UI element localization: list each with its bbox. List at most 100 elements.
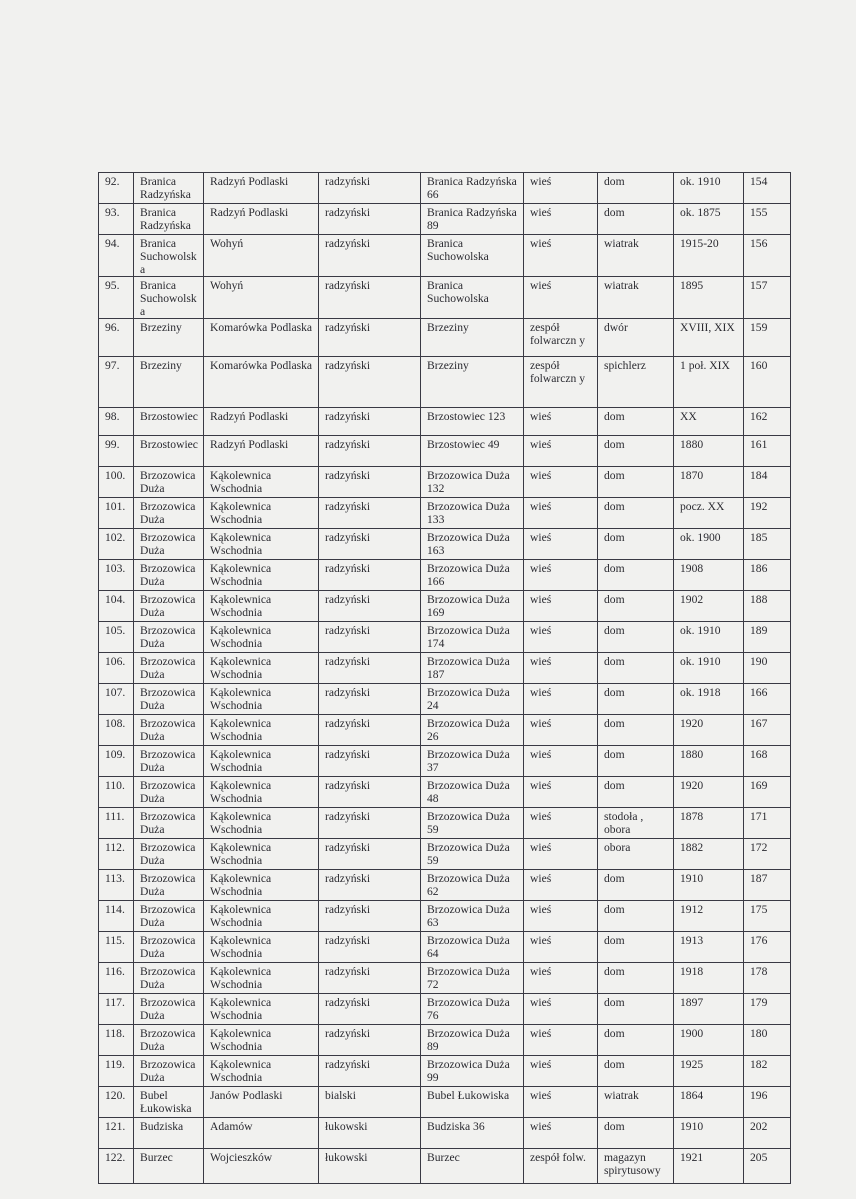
reference-number-cell: 178: [743, 962, 791, 994]
settlement-type-cell: wieś: [523, 745, 598, 777]
gmina-cell: Wohyń: [203, 276, 319, 319]
settlement-type-cell: wieś: [523, 869, 598, 901]
table-row: 118. Brzozowica Duża Kąkolewnica Wschodnia…: [98, 1024, 791, 1056]
address-cell: Brzozowica Duża 37: [420, 745, 524, 777]
table-row: 99. Brzostowiec Radzyń Podlaski radzyński Br…: [98, 435, 791, 467]
powiat-cell: radzyński: [318, 776, 421, 808]
settlement-type-cell: wieś: [523, 172, 598, 204]
object-type-cell: dom: [597, 776, 674, 808]
row-number-cell: 98.: [98, 407, 134, 436]
reference-number-cell: 168: [743, 745, 791, 777]
reference-number-cell: 176: [743, 931, 791, 963]
settlement-type-cell: wieś: [523, 652, 598, 684]
dating-cell: 1915-20: [673, 234, 744, 277]
settlement-type-cell: zespół folwarczn y: [523, 318, 598, 357]
row-number-cell: 113.: [98, 869, 134, 901]
table-row: 92. Branica Radzyńska Radzyń Podlaski radzy…: [98, 172, 791, 204]
gmina-cell: Kąkolewnica Wschodnia: [203, 714, 319, 746]
settlement-type-cell: wieś: [523, 234, 598, 277]
powiat-cell: radzyński: [318, 900, 421, 932]
gmina-cell: Radzyń Podlaski: [203, 407, 319, 436]
address-cell: Brzozowica Duża 63: [420, 900, 524, 932]
settlement-type-cell: wieś: [523, 435, 598, 467]
row-number-cell: 100.: [98, 466, 134, 498]
address-cell: Brzozowica Duża 48: [420, 776, 524, 808]
reference-number-cell: 202: [743, 1117, 791, 1149]
locality-cell: Brzozowica Duża: [133, 559, 204, 591]
gmina-cell: Kąkolewnica Wschodnia: [203, 590, 319, 622]
reference-number-cell: 189: [743, 621, 791, 653]
object-type-cell: wiatrak: [597, 1086, 674, 1118]
row-number-cell: 118.: [98, 1024, 134, 1056]
locality-cell: Brzozowica Duża: [133, 714, 204, 746]
gmina-cell: Radzyń Podlaski: [203, 203, 319, 235]
locality-cell: Brzozowica Duża: [133, 497, 204, 529]
reference-number-cell: 196: [743, 1086, 791, 1118]
address-cell: Brzozowica Duża 24: [420, 683, 524, 715]
dating-cell: 1900: [673, 1024, 744, 1056]
object-type-cell: dom: [597, 652, 674, 684]
table-row: 120. Bubel Łukowiska Janów Podlaski bialski…: [98, 1086, 791, 1118]
settlement-type-cell: wieś: [523, 466, 598, 498]
settlement-type-cell: wieś: [523, 559, 598, 591]
address-cell: Brzozowica Duża 26: [420, 714, 524, 746]
settlement-type-cell: wieś: [523, 776, 598, 808]
reference-number-cell: 160: [743, 356, 791, 408]
table-row: 103. Brzozowica Duża Kąkolewnica Wschodnia…: [98, 559, 791, 591]
object-type-cell: dom: [597, 528, 674, 560]
dating-cell: ok. 1875: [673, 203, 744, 235]
dating-cell: ok. 1910: [673, 652, 744, 684]
row-number-cell: 105.: [98, 621, 134, 653]
object-type-cell: dom: [597, 900, 674, 932]
settlement-type-cell: wieś: [523, 931, 598, 963]
locality-cell: Brzozowica Duża: [133, 869, 204, 901]
powiat-cell: radzyński: [318, 172, 421, 204]
settlement-type-cell: zespół folw.: [523, 1148, 598, 1184]
powiat-cell: łukowski: [318, 1117, 421, 1149]
powiat-cell: radzyński: [318, 497, 421, 529]
settlement-type-cell: wieś: [523, 276, 598, 319]
object-type-cell: dwór: [597, 318, 674, 357]
object-type-cell: dom: [597, 1055, 674, 1087]
object-type-cell: dom: [597, 466, 674, 498]
reference-number-cell: 192: [743, 497, 791, 529]
powiat-cell: radzyński: [318, 714, 421, 746]
dating-cell: 1895: [673, 276, 744, 319]
settlement-type-cell: zespół folwarczn y: [523, 356, 598, 408]
settlement-type-cell: wieś: [523, 407, 598, 436]
powiat-cell: radzyński: [318, 234, 421, 277]
settlement-type-cell: wieś: [523, 1117, 598, 1149]
settlement-type-cell: wieś: [523, 621, 598, 653]
dating-cell: 1918: [673, 962, 744, 994]
powiat-cell: radzyński: [318, 435, 421, 467]
reference-number-cell: 179: [743, 993, 791, 1025]
reference-number-cell: 205: [743, 1148, 791, 1184]
settlement-type-cell: wieś: [523, 838, 598, 870]
address-cell: Brzozowica Duża 89: [420, 1024, 524, 1056]
object-type-cell: dom: [597, 993, 674, 1025]
table-row: 121. Budziska Adamów łukowski Budziska 36 wie…: [98, 1117, 791, 1149]
dating-cell: 1920: [673, 714, 744, 746]
object-type-cell: obora: [597, 838, 674, 870]
table-row: 116. Brzozowica Duża Kąkolewnica Wschodnia…: [98, 962, 791, 994]
powiat-cell: radzyński: [318, 559, 421, 591]
powiat-cell: radzyński: [318, 203, 421, 235]
dating-cell: 1897: [673, 993, 744, 1025]
gmina-cell: Kąkolewnica Wschodnia: [203, 683, 319, 715]
gmina-cell: Janów Podlaski: [203, 1086, 319, 1118]
powiat-cell: łukowski: [318, 1148, 421, 1184]
address-cell: Brzozowica Duża 169: [420, 590, 524, 622]
table-row: 101. Brzozowica Duża Kąkolewnica Wschodnia…: [98, 497, 791, 529]
row-number-cell: 108.: [98, 714, 134, 746]
dating-cell: 1902: [673, 590, 744, 622]
address-cell: Brzozowica Duża 166: [420, 559, 524, 591]
gmina-cell: Kąkolewnica Wschodnia: [203, 528, 319, 560]
address-cell: Branica Radzyńska 89: [420, 203, 524, 235]
table-row: 106. Brzozowica Duża Kąkolewnica Wschodnia…: [98, 652, 791, 684]
address-cell: Branica Suchowolska: [420, 234, 524, 277]
locality-cell: Brzozowica Duża: [133, 993, 204, 1025]
object-type-cell: dom: [597, 559, 674, 591]
object-type-cell: dom: [597, 745, 674, 777]
reference-number-cell: 161: [743, 435, 791, 467]
dating-cell: 1912: [673, 900, 744, 932]
